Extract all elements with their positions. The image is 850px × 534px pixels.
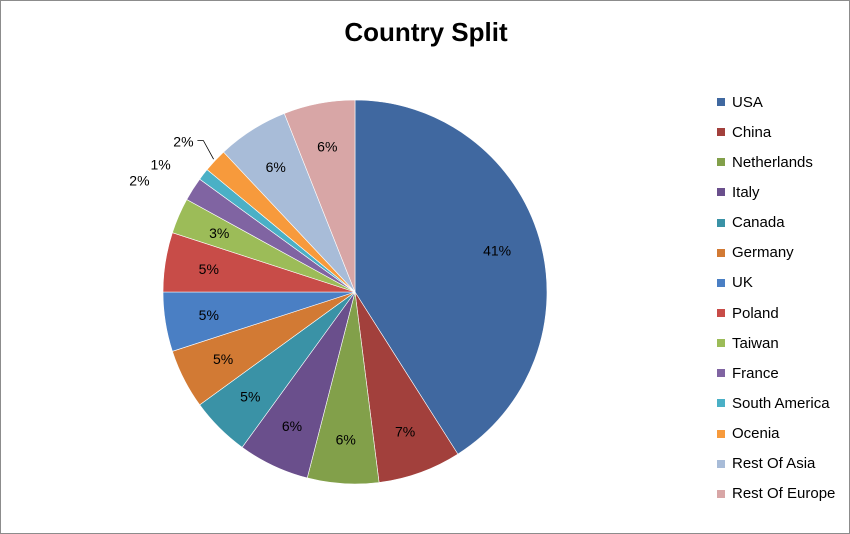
legend-item: Rest Of Europe xyxy=(717,479,835,509)
legend-swatch xyxy=(717,158,725,167)
chart-legend: USA China Netherlands Italy Canada Germany UK P… xyxy=(717,87,835,509)
legend-item: Germany xyxy=(717,238,835,268)
data-label-rest-of-europe: 6% xyxy=(317,139,337,155)
legend-swatch xyxy=(717,278,725,287)
legend-label: China xyxy=(732,123,772,141)
legend-swatch xyxy=(717,309,725,318)
legend-item: UK xyxy=(717,268,835,298)
legend-item: Italy xyxy=(717,177,835,207)
legend-label: Poland xyxy=(732,304,779,322)
legend-swatch xyxy=(717,489,725,498)
legend-label: France xyxy=(732,364,779,382)
pie-slice-rest-of-europe xyxy=(283,99,356,293)
legend-swatch xyxy=(717,218,725,227)
data-label-netherlands: 6% xyxy=(336,432,356,448)
legend-label: USA xyxy=(732,93,763,111)
legend-label: Netherlands xyxy=(732,153,813,171)
legend-swatch xyxy=(717,128,725,137)
legend-label: Germany xyxy=(732,244,794,262)
legend-label: South America xyxy=(732,394,830,412)
data-label-ocenia: 2% xyxy=(173,134,193,150)
legend-item: USA xyxy=(717,87,835,117)
legend-swatch xyxy=(717,429,725,438)
data-label-france: 2% xyxy=(129,173,149,189)
legend-item: South America xyxy=(717,388,835,418)
legend-item: Ocenia xyxy=(717,419,835,449)
legend-swatch xyxy=(717,98,725,107)
data-label-italy: 6% xyxy=(282,418,302,434)
data-label-taiwan: 3% xyxy=(209,225,229,241)
legend-swatch xyxy=(717,339,725,348)
data-label-germany: 5% xyxy=(213,351,233,367)
chart-title: Country Split xyxy=(344,17,508,47)
legend-label: Taiwan xyxy=(732,334,779,352)
data-label-canada: 5% xyxy=(240,389,260,405)
legend-swatch xyxy=(717,369,725,378)
legend-item: Canada xyxy=(717,208,835,238)
legend-item: Netherlands xyxy=(717,147,835,177)
legend-item: France xyxy=(717,358,835,388)
legend-item: Taiwan xyxy=(717,328,835,358)
data-label-uk: 5% xyxy=(199,307,219,323)
data-label-china: 7% xyxy=(395,423,415,439)
legend-swatch xyxy=(717,459,725,468)
legend-label: Italy xyxy=(732,183,760,201)
legend-label: Rest Of Europe xyxy=(732,485,836,503)
legend-item: Rest Of Asia xyxy=(717,449,835,479)
legend-item: China xyxy=(717,117,835,147)
legend-swatch xyxy=(717,188,725,197)
pie-slice-usa xyxy=(354,99,548,455)
legend-swatch xyxy=(717,399,725,408)
legend-label: Ocenia xyxy=(732,425,780,443)
data-label-rest-of-asia: 6% xyxy=(266,159,286,175)
legend-item: Poland xyxy=(717,298,835,328)
data-label-poland: 5% xyxy=(199,261,219,277)
legend-label: UK xyxy=(732,274,753,292)
leader-line-ocenia xyxy=(197,140,214,160)
data-label-usa: 41% xyxy=(483,243,511,259)
data-label-south-america: 1% xyxy=(150,157,170,173)
legend-swatch xyxy=(717,248,725,257)
legend-label: Canada xyxy=(732,214,785,232)
legend-label: Rest Of Asia xyxy=(732,455,816,473)
